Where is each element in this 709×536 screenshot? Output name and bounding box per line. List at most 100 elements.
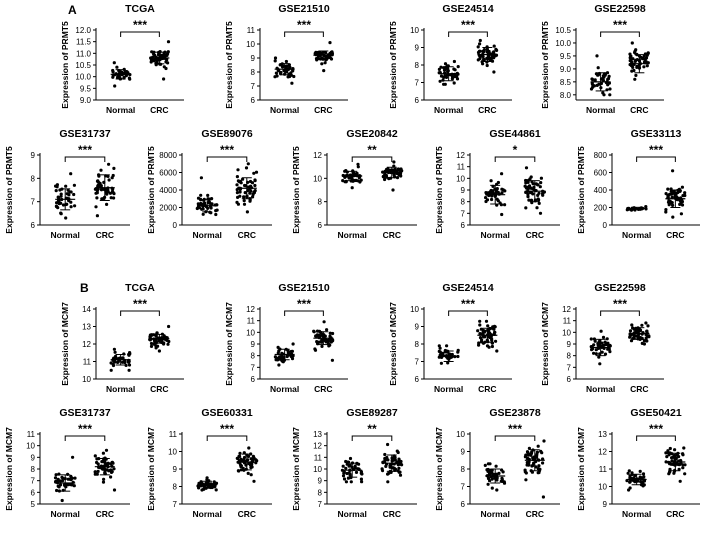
data-point xyxy=(101,451,105,455)
data-point xyxy=(476,45,480,49)
data-point xyxy=(676,190,680,195)
y-tick-label: 8 xyxy=(173,483,178,492)
data-point xyxy=(250,462,254,466)
y-tick-label: 6 xyxy=(415,96,420,105)
data-point xyxy=(289,71,293,75)
data-point xyxy=(496,190,500,195)
data-point xyxy=(292,74,296,79)
data-point xyxy=(356,162,360,166)
y-tick-label: 10 xyxy=(246,328,255,337)
data-point xyxy=(683,472,687,476)
data-point xyxy=(478,323,482,327)
data-point xyxy=(645,64,649,68)
data-point xyxy=(198,197,203,201)
data-point xyxy=(69,172,73,176)
data-point xyxy=(69,190,73,194)
data-point xyxy=(99,168,103,172)
y-tick-label: 8 xyxy=(251,352,256,361)
data-point xyxy=(491,326,495,331)
data-point xyxy=(156,344,160,348)
significance-bracket xyxy=(636,435,676,441)
data-point xyxy=(524,206,528,210)
x-category-label: CRC xyxy=(314,105,332,115)
data-point xyxy=(600,350,604,354)
data-point xyxy=(242,195,246,199)
y-axis-label: Expression of PRMT5 xyxy=(388,21,398,109)
data-point xyxy=(628,486,632,490)
y-tick-label: 9 xyxy=(415,323,420,332)
data-point xyxy=(93,454,97,458)
chart-title: GSE22598 xyxy=(594,3,646,15)
y-tick-label: 6 xyxy=(251,96,256,105)
data-point xyxy=(56,484,61,488)
data-point xyxy=(596,72,600,77)
data-point xyxy=(95,196,99,200)
y-tick-label: 12 xyxy=(456,151,465,160)
data-point xyxy=(607,347,611,351)
x-category-label: Normal xyxy=(434,105,463,115)
data-point xyxy=(494,339,498,343)
data-point xyxy=(290,349,294,353)
data-point xyxy=(150,58,154,62)
data-point xyxy=(608,93,612,97)
data-point xyxy=(606,341,610,345)
y-tick-label: 10.5 xyxy=(75,61,91,70)
data-point xyxy=(320,332,324,336)
data-point xyxy=(109,196,113,200)
significance-label: * xyxy=(513,143,518,157)
data-point xyxy=(671,215,675,219)
data-point xyxy=(235,175,239,179)
x-category-label: Normal xyxy=(622,509,651,519)
data-point xyxy=(628,329,633,333)
y-tick-label: 6 xyxy=(251,375,256,384)
data-point xyxy=(664,210,668,214)
data-point xyxy=(396,450,400,455)
data-point xyxy=(278,71,282,75)
data-point xyxy=(273,59,277,63)
chart-5: GSE31737 6 7 8 9 Expression of PRMT5 Normal CRC… xyxy=(4,128,130,240)
data-point xyxy=(352,171,356,175)
data-point xyxy=(348,456,353,461)
data-point xyxy=(104,448,109,452)
data-point xyxy=(600,77,604,81)
y-axis-label: Expression of MCM7 xyxy=(4,427,14,511)
data-point xyxy=(350,186,354,190)
data-point xyxy=(493,54,497,58)
data-point xyxy=(54,473,58,477)
data-point xyxy=(392,160,396,164)
data-point xyxy=(683,463,687,467)
x-category-label: Normal xyxy=(481,230,510,240)
data-point xyxy=(606,77,611,81)
x-category-label: CRC xyxy=(526,230,544,240)
data-point xyxy=(593,78,597,82)
y-axis-label: Expression of PRMT5 xyxy=(576,146,586,234)
data-point xyxy=(456,65,460,69)
data-point xyxy=(207,485,211,489)
data-point xyxy=(541,495,546,499)
data-point xyxy=(489,179,493,183)
y-tick-label: 4000 xyxy=(159,186,177,195)
data-point xyxy=(203,201,207,205)
data-point xyxy=(246,162,250,166)
y-tick-label: 7 xyxy=(173,500,178,509)
data-point xyxy=(107,178,111,182)
chart-title: GSE44861 xyxy=(489,128,541,140)
y-tick-label: 9 xyxy=(318,477,323,486)
y-tick-label: 7 xyxy=(31,477,36,486)
data-point xyxy=(167,339,171,344)
data-point xyxy=(331,331,335,336)
data-point xyxy=(254,170,259,174)
data-point xyxy=(249,457,253,461)
data-point xyxy=(391,188,395,192)
y-axis-label: Expression of PRMT5 xyxy=(540,21,550,109)
data-point xyxy=(291,342,295,346)
data-point xyxy=(536,183,540,187)
significance-bracket xyxy=(64,156,106,162)
data-point xyxy=(536,471,540,475)
data-point xyxy=(55,201,59,205)
y-tick-label: 10 xyxy=(410,26,419,35)
data-point xyxy=(342,471,346,475)
significance-bracket xyxy=(636,156,676,162)
x-category-label: CRC xyxy=(96,230,114,240)
data-point xyxy=(60,475,64,479)
